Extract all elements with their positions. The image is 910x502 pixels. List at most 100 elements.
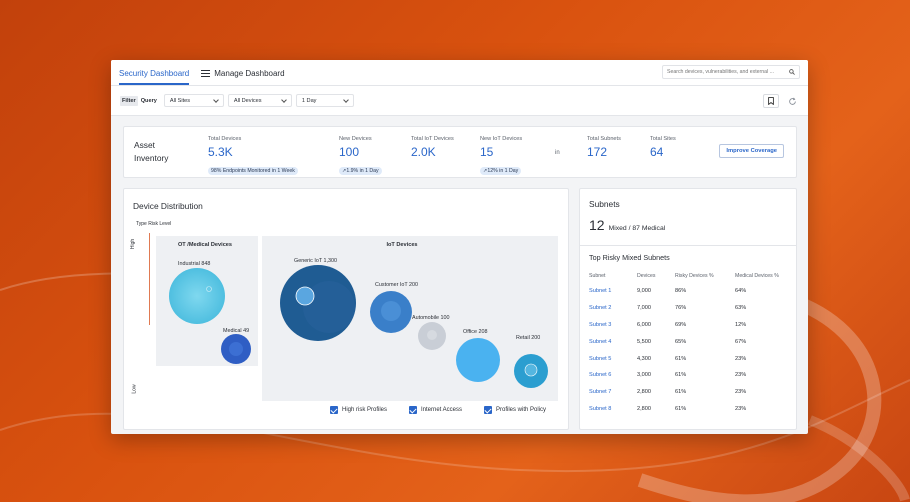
bubble-label: Industrial 848 [178, 261, 210, 267]
column-header[interactable]: Risky Devices % [675, 273, 714, 279]
query-toggle[interactable]: Query [140, 97, 157, 104]
medical-cell: 23% [735, 389, 747, 396]
devices-dropdown[interactable]: All Devices [227, 94, 292, 107]
refresh-icon [788, 97, 796, 105]
dashboard-window: Security Dashboard Manage Dashboard Filt… [111, 60, 808, 434]
table-row: Subnet 3 6,000 69% 12% [589, 317, 795, 334]
risky-subnets-table: Subnet Devices Risky Devices % Medical D… [589, 269, 795, 417]
medical-cell: 23% [735, 372, 747, 379]
bubble-label: Retail 200 [516, 335, 540, 341]
devices-value: All Devices [233, 97, 262, 104]
subnet-link[interactable]: Subnet 1 [589, 288, 612, 295]
bubble-customer-iot-highlight [381, 301, 401, 321]
search-box[interactable] [662, 65, 800, 79]
column-header[interactable]: Devices [637, 273, 656, 279]
devices-cell: 6,000 [637, 321, 651, 328]
risky-subnets-title: Top Risky Mixed Subnets [589, 253, 670, 262]
stat-value[interactable]: 15 [480, 145, 494, 159]
risky-cell: 76% [675, 305, 687, 312]
chevron-down-icon [281, 96, 287, 103]
table-row: Subnet 6 3,000 61% 23% [589, 367, 795, 384]
search-icon [789, 69, 795, 75]
devices-cell: 2,800 [637, 405, 651, 412]
table-row: Subnet 4 5,500 65% 67% [589, 333, 795, 350]
stat-note: ↗1.9% in 1 Day [339, 167, 382, 175]
filter-toggle[interactable]: Filter [120, 95, 138, 106]
bubble-label: Medical 49 [223, 328, 249, 334]
subnet-count-breakdown: Mixed / 87 Medical [608, 225, 666, 232]
legend-high-risk[interactable]: High risk Profiles [330, 406, 387, 414]
subnet-link[interactable]: Subnet 3 [589, 321, 612, 328]
bubble-label: Generic IoT 1,300 [294, 258, 337, 264]
subnet-link[interactable]: Subnet 2 [589, 305, 612, 312]
bubble-retail-highlight [524, 363, 538, 377]
column-header[interactable]: Medical Devices % [735, 273, 779, 279]
stat-value[interactable]: 100 [339, 145, 360, 159]
legend-label: Internet Access [421, 407, 463, 413]
table-row: Subnet 2 7,000 76% 63% [589, 300, 795, 317]
table-row: Subnet 5 4,300 61% 23% [589, 350, 795, 367]
checkbox-checked-icon[interactable] [409, 406, 417, 414]
risky-cell: 61% [675, 389, 687, 396]
table-header-row: Subnet Devices Risky Devices % Medical D… [589, 269, 795, 283]
stat-label: Total IoT Devices [411, 136, 454, 142]
filter-query-toggle[interactable]: Filter Query [120, 95, 157, 106]
sites-dropdown[interactable]: All Sites [163, 94, 224, 107]
search-input[interactable] [667, 69, 787, 75]
tab-label: Security Dashboard [119, 69, 190, 78]
stat-note: ↗12% in 1 Day [480, 167, 522, 175]
chevron-down-icon [213, 96, 219, 103]
stat-value[interactable]: 2.0K [411, 145, 436, 159]
bubble-medical-highlight [229, 342, 243, 356]
subnet-link[interactable]: Subnet 4 [589, 338, 612, 345]
subnet-link[interactable]: Subnet 7 [589, 389, 612, 396]
stat-total-iot-devices: Total IoT Devices 2.0K [411, 136, 454, 159]
stat-label: New Devices [339, 136, 372, 142]
table-row: Subnet 8 2,800 61% 23% [589, 401, 795, 418]
risky-cell: 61% [675, 355, 687, 362]
distribution-title: Device Distribution [133, 201, 203, 211]
bookmark-icon [768, 97, 774, 105]
devices-cell: 2,800 [637, 389, 651, 396]
asset-inventory-card: Asset Inventory Total Devices 5.3K 98% E… [123, 126, 797, 178]
table-row: Subnet 1 9,000 86% 64% [589, 283, 795, 300]
risk-axis [149, 233, 150, 325]
stat-value[interactable]: 172 [587, 145, 608, 159]
subnet-link[interactable]: Subnet 5 [589, 355, 612, 362]
stat-value[interactable]: 5.3K [208, 145, 233, 159]
bubble-automobile-highlight [427, 330, 437, 340]
stat-total-sites: Total Sites 64 [650, 136, 676, 159]
checkbox-checked-icon[interactable] [330, 406, 338, 414]
devices-cell: 3,000 [637, 372, 651, 379]
stat-label: Total Subnets [587, 136, 621, 142]
checkbox-checked-icon[interactable] [484, 406, 492, 414]
sites-value: All Sites [169, 97, 191, 104]
bookmark-button[interactable] [763, 94, 779, 108]
column-header[interactable]: Subnet [589, 273, 606, 279]
stat-label: Total Devices [208, 136, 242, 142]
bubble-office[interactable] [456, 338, 500, 382]
stat-new-iot-devices: New IoT Devices 15 ↗12% in 1 Day [480, 136, 522, 177]
stat-total-devices: Total Devices 5.3K 98% Endpoints Monitor… [208, 136, 298, 177]
subnet-link[interactable]: Subnet 6 [589, 372, 612, 379]
subnet-link[interactable]: Subnet 8 [589, 405, 612, 412]
bubble-industrial[interactable] [169, 268, 225, 324]
medical-cell: 64% [735, 288, 747, 295]
legend-profiles-policy[interactable]: Profiles with Policy [484, 406, 546, 414]
table-row: Subnet 7 2,800 61% 23% [589, 384, 795, 401]
stat-value[interactable]: 64 [650, 145, 664, 159]
improve-coverage-button[interactable]: Improve Coverage [719, 144, 784, 158]
tab-security-dashboard[interactable]: Security Dashboard [119, 69, 190, 85]
divider [580, 245, 796, 246]
tab-manage-dashboard[interactable]: Manage Dashboard [201, 69, 285, 85]
filter-bar: Filter Query All Sites All Devices 1 Day [111, 86, 808, 116]
legend-internet-access[interactable]: Internet Access [409, 406, 462, 414]
refresh-button[interactable] [784, 94, 800, 108]
bubble-generic-iot-inner [303, 281, 355, 333]
medical-cell: 67% [735, 338, 747, 345]
period-dropdown[interactable]: 1 Day [295, 94, 354, 107]
bubble-label: Office 208 [463, 329, 487, 335]
bubble-label: Automobile 100 [412, 315, 449, 321]
stat-label: New IoT Devices [480, 136, 523, 142]
legend-label: High risk Profiles [342, 407, 388, 413]
